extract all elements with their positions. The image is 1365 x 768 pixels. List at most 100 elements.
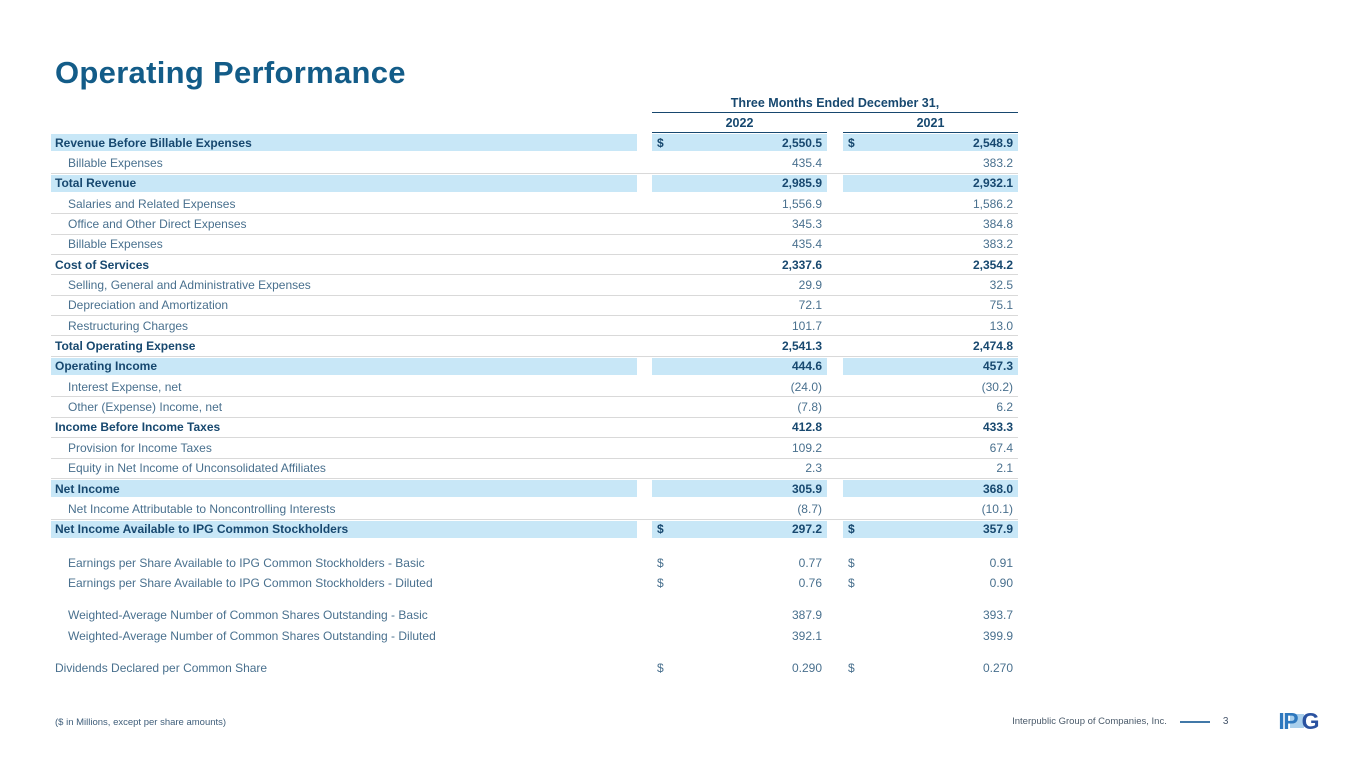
column-gap (827, 336, 843, 355)
value-2022: 72.1 (799, 298, 822, 312)
column-gap (827, 235, 843, 254)
header-spacer (51, 96, 652, 113)
row-label: Net Income (51, 479, 637, 498)
ipg-logo: IP G (1278, 710, 1318, 733)
value-2022: 2,550.5 (782, 136, 822, 150)
cell-2021: 13.0 (843, 316, 1018, 335)
cell-2022: 387.9 (652, 606, 827, 625)
column-gap (827, 296, 843, 315)
row-label: Earnings per Share Available to IPG Comm… (51, 573, 637, 592)
value-2022: 412.8 (792, 420, 822, 434)
row-label: Net Income Available to IPG Common Stock… (51, 520, 637, 539)
cell-2021: $ 2,548.9 (843, 133, 1018, 152)
value-2022: 29.9 (799, 278, 822, 292)
value-2022: 387.9 (792, 608, 822, 622)
dollar-2021: $ (848, 556, 855, 570)
cell-2021: 2.1 (843, 459, 1018, 478)
footer-divider-line (1180, 721, 1210, 723)
value-2022: 0.290 (792, 661, 822, 675)
column-gap (827, 438, 843, 457)
value-2022: 345.3 (792, 217, 822, 231)
cell-2022: (7.8) (652, 397, 827, 416)
row-label: Weighted-Average Number of Common Shares… (51, 626, 637, 645)
column-gap (827, 626, 843, 645)
cell-2021: 383.2 (843, 235, 1018, 254)
column-gap (637, 438, 652, 457)
presentation-slide: Operating Performance Three Months Ended… (0, 0, 1365, 768)
value-2021: 6.2 (996, 400, 1013, 414)
cell-2022: 435.4 (652, 153, 827, 172)
cell-2021: 2,474.8 (843, 336, 1018, 355)
column-gap (827, 553, 843, 572)
cell-2022: 345.3 (652, 214, 827, 233)
cell-2022: 2,337.6 (652, 255, 827, 274)
table-row: Weighted-Average Number of Common Shares… (51, 606, 1018, 626)
column-gap (637, 235, 652, 254)
table-row: Provision for Income Taxes 109.2 67.4 (51, 438, 1018, 458)
column-gap (637, 499, 652, 518)
row-label: Total Revenue (51, 174, 637, 193)
row-label: Revenue Before Billable Expenses (51, 133, 637, 152)
column-gap (637, 133, 652, 152)
cell-2021: 2,354.2 (843, 255, 1018, 274)
value-2021: 2,354.2 (973, 258, 1013, 272)
table-row: Office and Other Direct Expenses 345.3 3… (51, 214, 1018, 234)
footer-company: Interpublic Group of Companies, Inc. (1012, 716, 1167, 727)
column-gap (637, 377, 652, 396)
dollar-2022: $ (657, 661, 664, 675)
column-gap (827, 606, 843, 625)
column-gap (827, 133, 843, 152)
dollar-2022: $ (657, 522, 664, 536)
row-label: Total Operating Expense (51, 336, 637, 355)
column-gap (827, 194, 843, 213)
cell-2021: 433.3 (843, 418, 1018, 437)
value-2022: 2,337.6 (782, 258, 822, 272)
row-label: Operating Income (51, 357, 637, 376)
year-column-2021: 2021 (843, 113, 1018, 133)
column-gap (827, 275, 843, 294)
column-gap (827, 459, 843, 478)
footer: Interpublic Group of Companies, Inc. 3 I… (1012, 710, 1318, 733)
cell-2021: $ 357.9 (843, 520, 1018, 539)
column-gap (637, 606, 652, 625)
row-label: Billable Expenses (51, 153, 637, 172)
value-2022: (7.8) (797, 400, 822, 414)
cell-2021: 399.9 (843, 626, 1018, 645)
table-row: Interest Expense, net (24.0) (30.2) (51, 377, 1018, 397)
row-label: Income Before Income Taxes (51, 418, 637, 437)
table-row: Depreciation and Amortization 72.1 75.1 (51, 296, 1018, 316)
table-row: Earnings per Share Available to IPG Comm… (51, 573, 1018, 593)
dollar-2021: $ (848, 522, 855, 536)
table-row: Billable Expenses 435.4 383.2 (51, 153, 1018, 173)
value-2021: 457.3 (983, 359, 1013, 373)
value-2022: 444.6 (792, 359, 822, 373)
table-row: Operating Income 444.6 457.3 (51, 357, 1018, 377)
value-2021: 2,932.1 (973, 176, 1013, 190)
table-row: Selling, General and Administrative Expe… (51, 275, 1018, 295)
cell-2022: 392.1 (652, 626, 827, 645)
table-row: Restructuring Charges 101.7 13.0 (51, 316, 1018, 336)
row-label: Interest Expense, net (51, 377, 637, 396)
column-gap (637, 418, 652, 437)
year-column-2022: 2022 (652, 113, 827, 133)
column-gap (637, 357, 652, 376)
column-gap (827, 479, 843, 498)
column-gap (637, 316, 652, 335)
value-2021: 2,548.9 (973, 136, 1013, 150)
value-2022: 435.4 (792, 156, 822, 170)
table-row: Salaries and Related Expenses 1,556.9 1,… (51, 194, 1018, 214)
value-2021: 13.0 (990, 319, 1013, 333)
row-label: Weighted-Average Number of Common Shares… (51, 606, 637, 625)
table-row: Cost of Services 2,337.6 2,354.2 (51, 255, 1018, 275)
table-row: Total Operating Expense 2,541.3 2,474.8 (51, 336, 1018, 356)
row-label: Billable Expenses (51, 235, 637, 254)
column-gap (637, 275, 652, 294)
value-2022: 305.9 (792, 482, 822, 496)
cell-2022: 109.2 (652, 438, 827, 457)
cell-2022: $ 297.2 (652, 520, 827, 539)
row-label: Other (Expense) Income, net (51, 397, 637, 416)
cell-2022: 412.8 (652, 418, 827, 437)
year-spacer (51, 113, 652, 133)
row-label: Office and Other Direct Expenses (51, 214, 637, 233)
column-gap (637, 194, 652, 213)
